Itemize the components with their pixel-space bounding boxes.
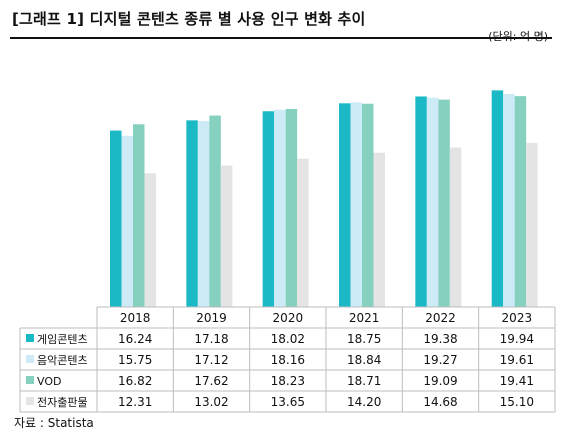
data-cell: 18.75 xyxy=(347,332,381,346)
category-label: 2021 xyxy=(349,311,380,325)
bar-전자출판물-2020 xyxy=(297,158,309,307)
data-cell: 19.38 xyxy=(423,332,457,346)
category-label: 2022 xyxy=(425,311,456,325)
data-cell: 16.82 xyxy=(118,374,152,388)
data-cell: 17.12 xyxy=(194,353,228,367)
category-label: 2018 xyxy=(120,311,151,325)
unit-label: (단위: 억 명) xyxy=(488,30,548,43)
data-cell: 13.65 xyxy=(271,395,305,409)
data-cell: 18.23 xyxy=(271,374,305,388)
bar-VOD-2019 xyxy=(209,115,221,307)
data-cell: 16.24 xyxy=(118,332,152,346)
bar-음악콘텐츠-2020 xyxy=(274,109,286,307)
bar-게임콘텐츠-2021 xyxy=(339,103,351,307)
category-label: 2020 xyxy=(273,311,304,325)
data-cell: 18.71 xyxy=(347,374,381,388)
bar-게임콘텐츠-2019 xyxy=(186,120,198,307)
data-cell: 19.61 xyxy=(500,353,534,367)
bar-게임콘텐츠-2023 xyxy=(491,90,504,307)
legend-swatch-VOD xyxy=(26,376,34,384)
bar-전자출판물-2019 xyxy=(220,165,233,307)
bar-전자출판물-2022 xyxy=(449,147,462,307)
bar-VOD-2023 xyxy=(514,96,527,307)
data-cell: 19.41 xyxy=(500,374,534,388)
bar-음악콘텐츠-2018 xyxy=(121,135,133,307)
bar-전자출판물-2023 xyxy=(526,142,538,307)
bar-VOD-2022 xyxy=(438,99,450,307)
bar-VOD-2018 xyxy=(133,124,145,308)
bar-음악콘텐츠-2023 xyxy=(503,93,515,308)
legend-label: 전자출판물 xyxy=(37,396,88,409)
data-cell: 17.18 xyxy=(194,332,228,346)
data-cell: 18.02 xyxy=(271,332,305,346)
bar-VOD-2020 xyxy=(285,108,298,308)
category-label: 2023 xyxy=(502,311,533,325)
bar-음악콘텐츠-2021 xyxy=(350,102,362,307)
data-cell: 13.02 xyxy=(194,395,228,409)
data-cell: 19.09 xyxy=(423,374,457,388)
legend-label: VOD xyxy=(37,375,61,388)
bar-게임콘텐츠-2020 xyxy=(262,111,275,308)
bar-전자출판물-2018 xyxy=(144,173,156,307)
data-cell: 19.27 xyxy=(423,353,457,367)
source-note: 자료 : Statista xyxy=(14,416,94,430)
legend-swatch-음악콘텐츠 xyxy=(26,355,34,363)
legend-swatch-전자출판물 xyxy=(26,397,34,405)
data-cell: 18.84 xyxy=(347,353,381,367)
data-cell: 14.20 xyxy=(347,395,381,409)
title-underline xyxy=(10,37,552,39)
bar-음악콘텐츠-2019 xyxy=(197,121,210,307)
data-cell: 19.94 xyxy=(500,332,534,346)
data-cell: 14.68 xyxy=(423,395,457,409)
bar-전자출판물-2021 xyxy=(373,152,385,307)
data-cell: 15.10 xyxy=(500,395,534,409)
bar-VOD-2021 xyxy=(362,103,374,308)
data-cell: 17.62 xyxy=(194,374,228,388)
data-cell: 12.31 xyxy=(118,395,152,409)
legend-swatch-게임콘텐츠 xyxy=(26,334,34,342)
legend-label: 게임콘텐츠 xyxy=(37,333,88,346)
category-label: 2019 xyxy=(196,311,227,325)
bar-게임콘텐츠-2018 xyxy=(110,130,122,307)
legend-label: 음악콘텐츠 xyxy=(37,354,88,367)
bar-게임콘텐츠-2022 xyxy=(415,96,427,308)
data-cell: 18.16 xyxy=(271,353,305,367)
data-cell: 15.75 xyxy=(118,353,152,367)
chart-title: [그래프 1] 디지털 콘텐츠 종류 별 사용 인구 변화 추이 xyxy=(12,10,366,28)
bar-음악콘텐츠-2022 xyxy=(426,97,439,307)
